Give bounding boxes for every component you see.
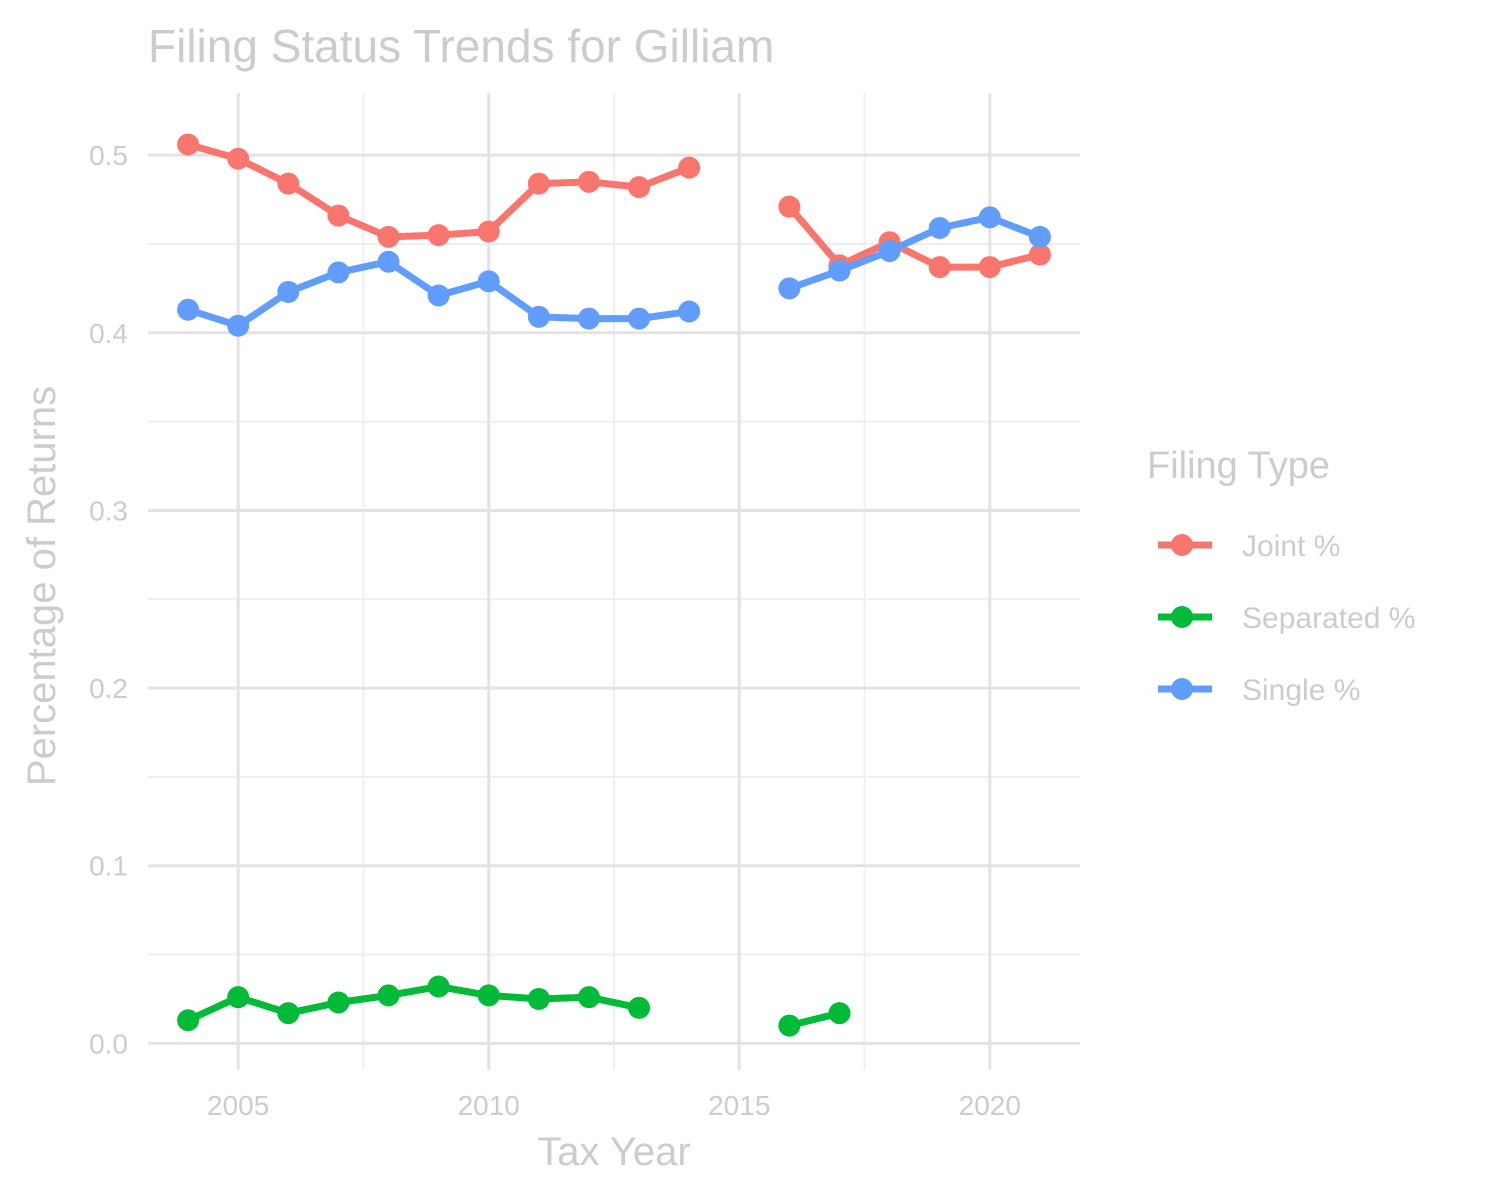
x-tick-label: 2015 bbox=[708, 1090, 770, 1121]
x-tick-label: 2020 bbox=[959, 1090, 1021, 1121]
y-tick-label: 0.3 bbox=[89, 495, 128, 526]
data-point bbox=[227, 986, 250, 1009]
y-axis-title: Percentage of Returns bbox=[20, 386, 64, 786]
data-point bbox=[427, 975, 450, 998]
data-point bbox=[527, 987, 550, 1010]
legend-label: Separated % bbox=[1242, 602, 1415, 635]
data-point bbox=[628, 176, 651, 199]
y-axis-ticks: 0.0 0.1 0.2 0.3 0.4 0.5 bbox=[89, 140, 128, 1059]
legend-label: Single % bbox=[1242, 674, 1360, 707]
data-point bbox=[1028, 243, 1051, 266]
data-point bbox=[628, 307, 651, 330]
data-point bbox=[227, 147, 250, 170]
data-point bbox=[177, 1009, 200, 1032]
data-point bbox=[778, 277, 801, 300]
data-point bbox=[928, 217, 951, 240]
data-point bbox=[527, 305, 550, 328]
data-point bbox=[978, 256, 1001, 279]
data-point bbox=[678, 156, 701, 179]
y-tick-label: 0.4 bbox=[89, 318, 128, 349]
data-point bbox=[327, 204, 350, 227]
data-point bbox=[978, 206, 1001, 229]
data-point bbox=[327, 991, 350, 1014]
series-layer bbox=[177, 133, 1051, 1037]
data-point bbox=[477, 220, 500, 243]
data-point bbox=[828, 1002, 851, 1025]
data-point bbox=[277, 172, 300, 195]
y-tick-label: 0.5 bbox=[89, 140, 128, 171]
data-point bbox=[577, 307, 600, 330]
y-tick-label: 0.1 bbox=[89, 851, 128, 882]
data-point bbox=[377, 225, 400, 248]
data-point bbox=[778, 1014, 801, 1037]
chart-title: Filing Status Trends for Gilliam bbox=[148, 20, 774, 72]
x-tick-label: 2010 bbox=[458, 1090, 520, 1121]
y-tick-label: 0.2 bbox=[89, 673, 128, 704]
x-axis-ticks: 2005 2010 2015 2020 bbox=[207, 1090, 1021, 1121]
legend-key-point bbox=[1171, 534, 1193, 556]
data-point bbox=[577, 986, 600, 1009]
series-line bbox=[184, 983, 643, 1024]
grid bbox=[148, 93, 1080, 1070]
data-point bbox=[628, 996, 651, 1019]
data-point bbox=[678, 300, 701, 323]
data-point bbox=[477, 984, 500, 1007]
legend-title: Filing Type bbox=[1147, 445, 1330, 487]
x-tick-label: 2005 bbox=[207, 1090, 269, 1121]
series-joint bbox=[177, 133, 1051, 279]
data-point bbox=[427, 224, 450, 247]
data-point bbox=[277, 280, 300, 303]
data-point bbox=[227, 314, 250, 337]
data-point bbox=[377, 984, 400, 1007]
legend-item: Separated % bbox=[1158, 602, 1415, 635]
data-point bbox=[527, 172, 550, 195]
series-separated bbox=[177, 975, 851, 1037]
data-point bbox=[377, 250, 400, 273]
data-point bbox=[878, 240, 901, 263]
x-axis-title: Tax Year bbox=[537, 1130, 690, 1174]
data-point bbox=[1028, 225, 1051, 248]
data-point bbox=[327, 261, 350, 284]
legend-label: Joint % bbox=[1242, 530, 1340, 563]
legend-key-point bbox=[1171, 606, 1193, 628]
data-point bbox=[277, 1002, 300, 1025]
data-point bbox=[928, 256, 951, 279]
legend-key-point bbox=[1171, 678, 1193, 700]
legend: Filing Type Joint % Separated % Single % bbox=[1147, 445, 1415, 707]
legend-item: Single % bbox=[1158, 674, 1360, 707]
data-point bbox=[427, 284, 450, 307]
legend-item: Joint % bbox=[1158, 530, 1340, 563]
data-point bbox=[177, 133, 200, 156]
data-point bbox=[177, 298, 200, 321]
data-point bbox=[577, 170, 600, 193]
data-point bbox=[828, 259, 851, 282]
data-point bbox=[477, 270, 500, 293]
y-tick-label: 0.0 bbox=[89, 1028, 128, 1059]
series-single bbox=[177, 206, 1051, 337]
data-point bbox=[778, 195, 801, 218]
